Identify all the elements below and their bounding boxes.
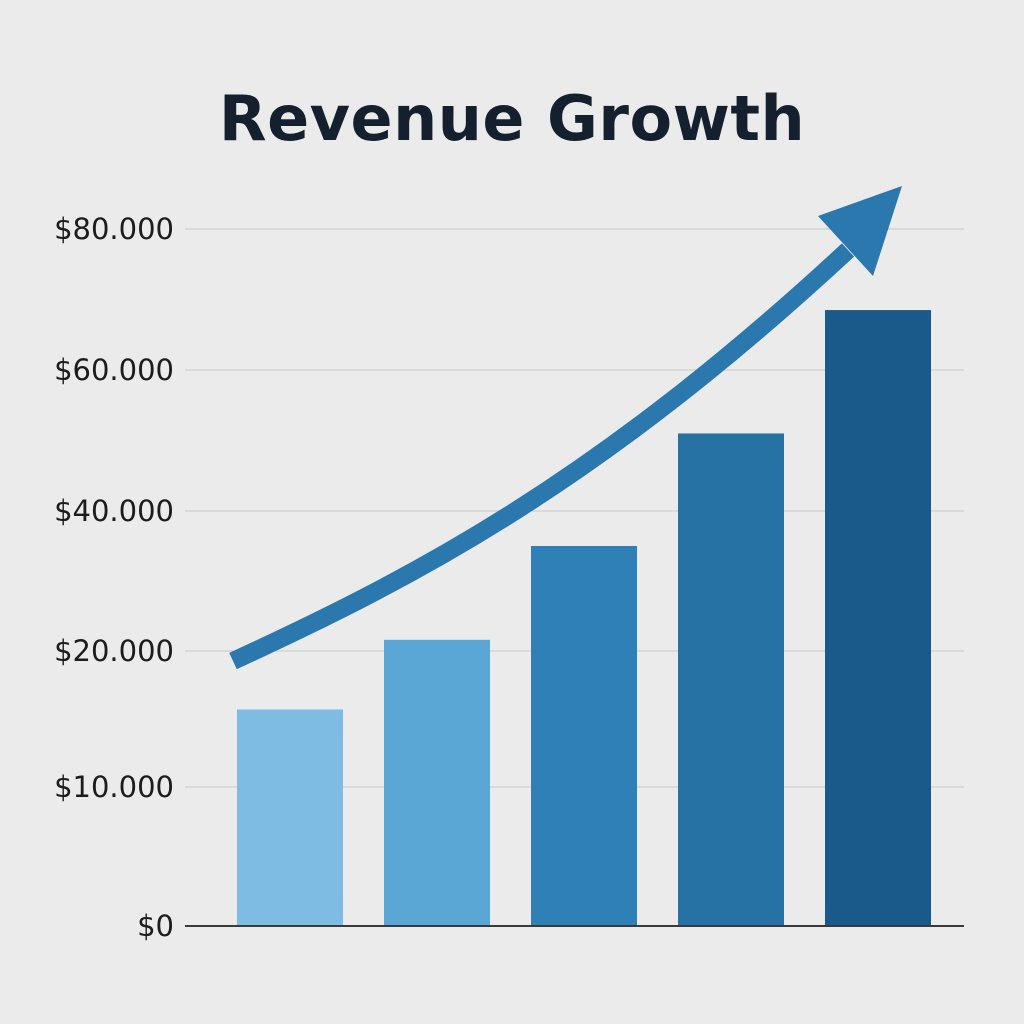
trend-arrow-shaft	[229, 243, 855, 670]
trend-arrow	[229, 186, 902, 670]
y-tick-label: $10.000	[54, 770, 174, 804]
bar	[237, 709, 343, 926]
y-tick-label: $60.000	[54, 353, 174, 387]
y-tick-label: $0	[137, 909, 174, 943]
bar	[531, 546, 637, 926]
chart-title: Revenue Growth	[218, 82, 806, 155]
trend-arrow-head	[818, 186, 902, 276]
y-tick-label: $80.000	[54, 212, 174, 246]
bar	[384, 639, 490, 926]
y-axis: $0 $10.000 $20.000 $40.000 $60.000 $80.000	[54, 212, 964, 943]
bar	[825, 310, 931, 926]
y-tick-label: $40.000	[54, 494, 174, 528]
bars	[237, 310, 931, 926]
bar	[678, 433, 784, 926]
y-tick-label: $20.000	[54, 634, 174, 668]
